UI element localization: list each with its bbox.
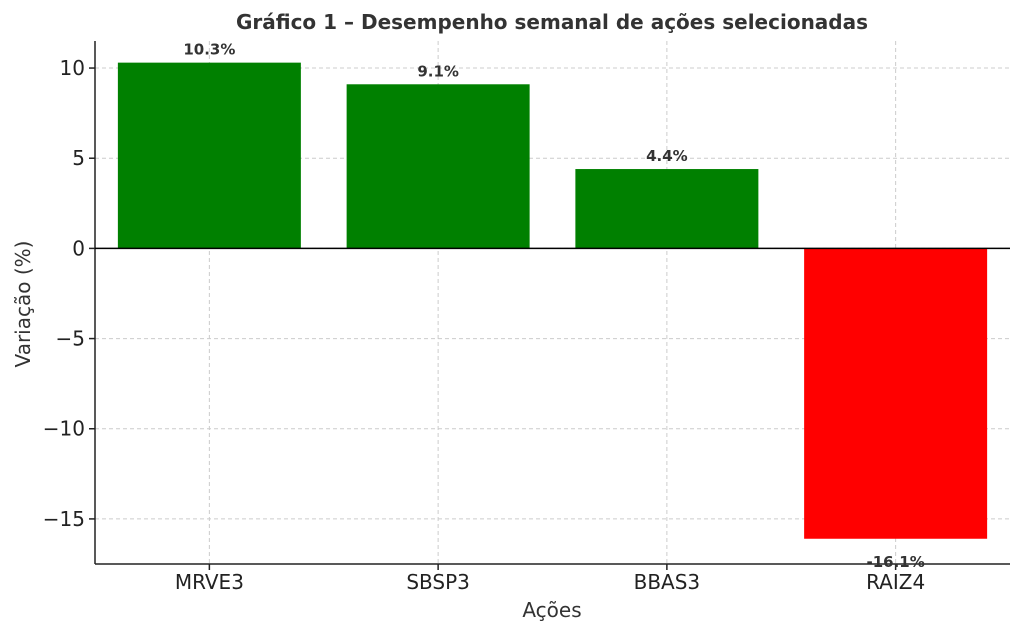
y-tick-label: −5: [56, 327, 85, 351]
y-tick-label: 0: [72, 236, 85, 260]
bar-mrve3: [117, 62, 301, 249]
y-tick-label: −15: [43, 507, 85, 531]
y-tick-label: 5: [72, 146, 85, 170]
y-axis-title: Variação (%): [11, 241, 35, 368]
data-label: 10.3%: [183, 41, 235, 59]
bar-sbsp3: [346, 84, 530, 249]
data-label: 4.4%: [646, 147, 688, 165]
bars: [117, 62, 988, 539]
x-tick-label: BBAS3: [634, 570, 701, 594]
x-tick-label: MRVE3: [175, 570, 244, 594]
x-tick-label: SBSP3: [406, 570, 470, 594]
bar-bbas3: [575, 169, 759, 249]
data-label: 9.1%: [417, 62, 459, 80]
x-axis-title: Ações: [522, 598, 581, 622]
bar-raiz4: [804, 248, 988, 539]
y-tick-label: −10: [43, 417, 85, 441]
data-label: -16.1%: [866, 553, 924, 571]
y-tick-label: 10: [60, 56, 85, 80]
chart-title: Gráfico 1 – Desempenho semanal de ações …: [236, 10, 868, 34]
axes: 10 5 0 −5 −10 −15 MRVE3 SBSP3 BBAS3 RAIZ4: [43, 41, 1010, 594]
x-tick-label: RAIZ4: [866, 570, 925, 594]
data-labels: 10.3% 9.1% 4.4% -16.1%: [183, 41, 924, 571]
